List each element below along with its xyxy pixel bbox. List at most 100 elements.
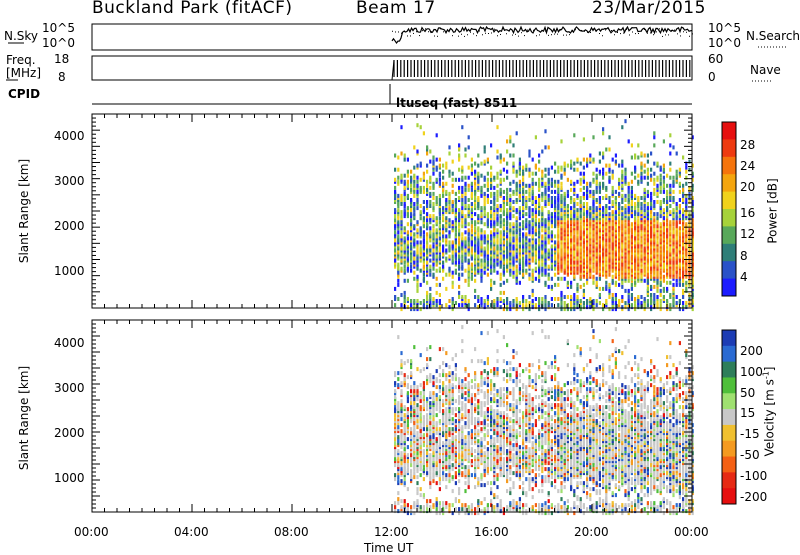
nsearch-dot bbox=[560, 30, 561, 31]
velocity-cell bbox=[397, 377, 399, 381]
power-cell bbox=[423, 245, 425, 249]
power-cell bbox=[631, 249, 633, 253]
nsearch-dot bbox=[659, 28, 660, 29]
power-cell bbox=[423, 303, 425, 307]
power-cell bbox=[445, 216, 447, 220]
power-cell bbox=[599, 196, 601, 200]
power-cell bbox=[656, 184, 658, 188]
power-cell bbox=[672, 176, 674, 180]
power-cell bbox=[461, 202, 463, 206]
power-cell bbox=[445, 190, 447, 194]
power-cell bbox=[439, 267, 441, 271]
power-cell bbox=[631, 156, 633, 160]
power-cell bbox=[580, 162, 582, 166]
power-cell bbox=[445, 182, 447, 186]
velocity-cell bbox=[404, 481, 406, 485]
nsearch-dot bbox=[677, 33, 678, 34]
power-cell bbox=[519, 180, 521, 184]
nsearch-dot bbox=[623, 33, 624, 34]
power-cell bbox=[679, 226, 681, 230]
power-cell bbox=[564, 295, 566, 299]
power-cell bbox=[452, 160, 454, 164]
power-cell bbox=[442, 224, 444, 228]
power-cell bbox=[484, 176, 486, 180]
power-cell bbox=[541, 251, 543, 255]
power-cell bbox=[410, 218, 412, 222]
power-cell bbox=[656, 176, 658, 180]
power-cell bbox=[448, 145, 450, 149]
power-cell bbox=[580, 178, 582, 182]
power-cell bbox=[410, 269, 412, 273]
power-cell bbox=[583, 216, 585, 220]
power-cell bbox=[490, 143, 492, 147]
power-cell bbox=[656, 224, 658, 228]
power-cell bbox=[679, 190, 681, 194]
velocity-cell bbox=[410, 359, 412, 363]
power-cell bbox=[487, 182, 489, 186]
power-cell bbox=[436, 299, 438, 303]
velocity-cell bbox=[436, 427, 438, 431]
power-cell bbox=[407, 236, 409, 240]
power-cell bbox=[672, 208, 674, 212]
velocity-cell bbox=[407, 407, 409, 411]
power-cell bbox=[429, 293, 431, 297]
velocity-cell bbox=[420, 487, 422, 491]
power-cell bbox=[580, 214, 582, 218]
velocity-cell bbox=[436, 431, 438, 435]
power-cell bbox=[605, 186, 607, 190]
power-cell bbox=[448, 245, 450, 249]
power-cell bbox=[493, 299, 495, 303]
power-cell bbox=[669, 143, 671, 147]
power-cell bbox=[458, 291, 460, 295]
power-cell bbox=[519, 216, 521, 220]
power-cell bbox=[464, 192, 466, 196]
power-cell bbox=[452, 190, 454, 194]
power-cell bbox=[416, 249, 418, 253]
power-cell bbox=[480, 206, 482, 210]
power-cell bbox=[429, 176, 431, 180]
power-cell bbox=[484, 198, 486, 202]
power-cell bbox=[644, 297, 646, 301]
power-cell bbox=[647, 202, 649, 206]
velocity-cell bbox=[416, 435, 418, 439]
velocity-cell bbox=[426, 363, 428, 367]
power-cell bbox=[592, 275, 594, 279]
power-cell bbox=[551, 196, 553, 200]
power-cell bbox=[669, 188, 671, 192]
power-cell bbox=[404, 198, 406, 202]
power-cell bbox=[509, 301, 511, 305]
nsearch-dot bbox=[608, 28, 609, 29]
nsearch-dot bbox=[551, 34, 552, 35]
power-cell bbox=[500, 160, 502, 164]
power-cell bbox=[528, 198, 530, 202]
velocity-cell bbox=[413, 385, 415, 389]
power-cell bbox=[554, 190, 556, 194]
power-cell bbox=[413, 232, 415, 236]
power-cell bbox=[666, 184, 668, 188]
power-cell bbox=[464, 182, 466, 186]
power-cell bbox=[605, 164, 607, 168]
power-cell bbox=[551, 265, 553, 269]
nsearch-dot bbox=[545, 31, 546, 32]
power-cell bbox=[519, 206, 521, 210]
power-cell bbox=[647, 176, 649, 180]
power-cell bbox=[538, 238, 540, 242]
power-cell bbox=[605, 299, 607, 303]
power-cell bbox=[541, 174, 543, 178]
power-cell bbox=[589, 247, 591, 251]
velocity-cell bbox=[426, 433, 428, 437]
power-cell bbox=[560, 186, 562, 190]
power-cell bbox=[442, 194, 444, 198]
power-cell bbox=[583, 158, 585, 162]
power-cell bbox=[429, 200, 431, 204]
power-cell bbox=[538, 230, 540, 234]
power-cell bbox=[608, 289, 610, 293]
power-cell bbox=[640, 238, 642, 242]
power-cell bbox=[455, 261, 457, 265]
power-cell bbox=[554, 267, 556, 271]
power-cell bbox=[455, 178, 457, 182]
velocity-cell bbox=[420, 383, 422, 387]
power-cell bbox=[666, 218, 668, 222]
velocity-cell bbox=[394, 381, 396, 385]
power-cell bbox=[452, 281, 454, 285]
